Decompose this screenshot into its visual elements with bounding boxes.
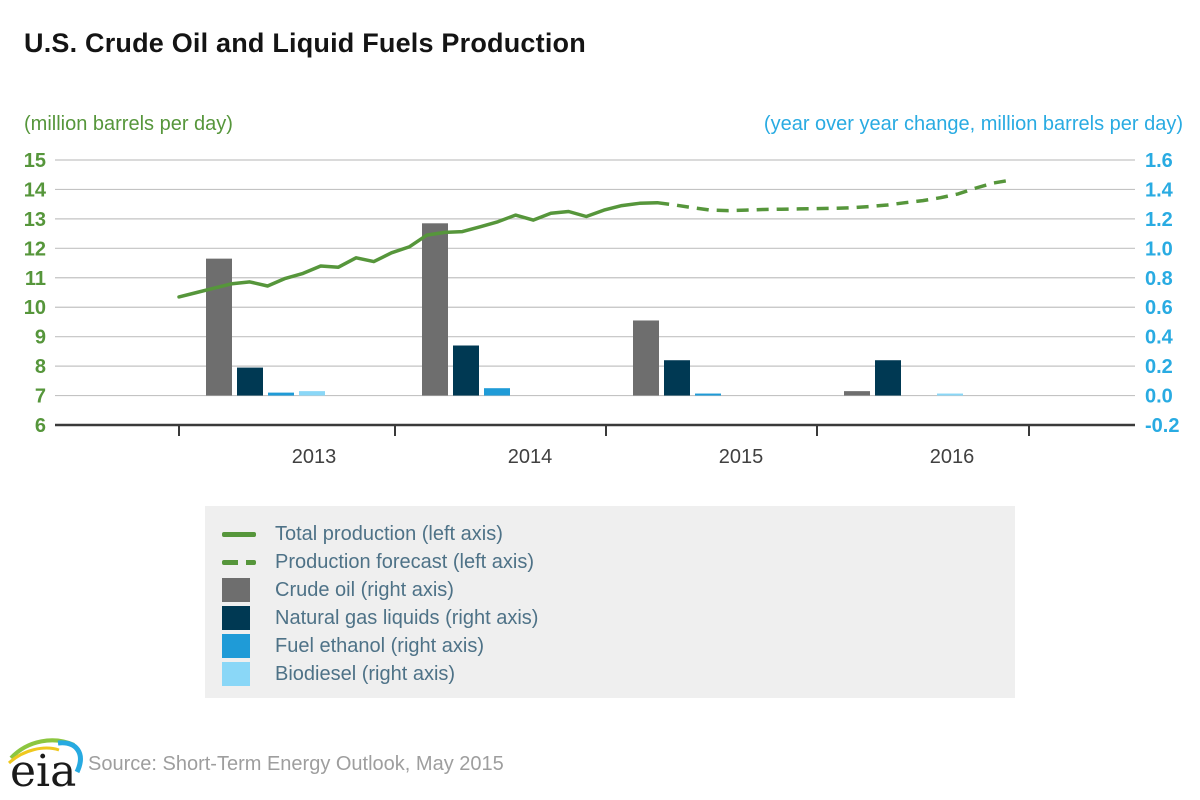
right-axis-tick-label: 0.0: [1145, 386, 1173, 408]
right-axis-tick-label: 1.6: [1145, 150, 1173, 172]
right-axis-tick-label: -0.2: [1145, 415, 1179, 437]
legend-item: Total production (left axis): [205, 520, 1015, 548]
line-solid-swatch: [222, 531, 256, 537]
x-axis-year-label: 2013: [292, 446, 337, 468]
left-axis-tick-label: 7: [35, 386, 46, 408]
legend-label: Fuel ethanol (right axis): [275, 634, 484, 657]
line-dashed-swatch: [222, 559, 256, 565]
bar-crude_gray-2014: [422, 223, 448, 396]
source-caption: Source: Short-Term Energy Outlook, May 2…: [88, 753, 504, 775]
left-axis-tick-label: 11: [25, 268, 46, 290]
right-axis-tick-label: 0.2: [1145, 356, 1173, 378]
left-axis-tick-label: 12: [24, 238, 46, 260]
rect-swatch: [222, 662, 250, 686]
page-title: U.S. Crude Oil and Liquid Fuels Producti…: [24, 28, 586, 58]
x-axis-year-label: 2014: [508, 446, 553, 468]
bar-ngl_navy-2016: [875, 360, 901, 396]
left-axis-tick-label: 15: [24, 150, 46, 172]
legend-swatch-biodiesel_sky-icon: [222, 662, 258, 686]
logo-blue-swoosh-icon: [57, 740, 83, 774]
x-axis-year-label: 2016: [930, 446, 975, 468]
legend-label: Production forecast (left axis): [275, 550, 534, 573]
bar-ngl_navy-2015: [664, 360, 690, 396]
eia-logo: eia: [7, 738, 83, 794]
rect-swatch: [222, 578, 250, 602]
legend-label: Natural gas liquids (right axis): [275, 606, 539, 629]
right-axis-unit-label: (year over year change, million barrels …: [763, 113, 1183, 135]
bar-crude_gray-2015: [633, 320, 659, 396]
legend-swatch-line_green-icon: [222, 531, 258, 537]
left-axis-tick-label: 10: [24, 297, 46, 319]
left-axis-tick-label: 14: [24, 179, 47, 201]
rect-swatch: [222, 634, 250, 658]
bar-crude_gray-2013: [206, 258, 232, 396]
legend-swatch-ethanol_blue-icon: [222, 634, 258, 658]
bar-biodiesel_sky-2016: [937, 393, 963, 396]
left-axis-tick-label: 6: [35, 415, 46, 437]
rect-swatch: [222, 606, 250, 630]
bar-ngl_navy-2013: [237, 367, 263, 396]
production-forecast-line: [656, 178, 1012, 213]
legend-item: Crude oil (right axis): [205, 576, 1015, 604]
logo-text: eia: [10, 746, 76, 794]
legend-swatch-line_green-icon: [222, 559, 258, 565]
legend-item: Natural gas liquids (right axis): [205, 604, 1015, 632]
legend-swatch-ngl_navy-icon: [222, 606, 258, 630]
legend-swatch-crude_gray-icon: [222, 578, 258, 602]
legend-item: Production forecast (left axis): [205, 548, 1015, 576]
right-axis-tick-label: 0.4: [1145, 327, 1174, 349]
left-axis-tick-label: 9: [35, 327, 46, 349]
bar-ethanol_blue-2014: [484, 388, 510, 396]
right-axis-tick-label: 1.0: [1145, 238, 1173, 260]
right-axis-tick-label: 1.4: [1145, 179, 1174, 201]
bar-ethanol_blue-2015: [695, 393, 721, 396]
legend-label: Crude oil (right axis): [275, 578, 454, 601]
right-axis-tick-label: 1.2: [1145, 209, 1173, 231]
right-axis-tick-label: 0.8: [1145, 268, 1173, 290]
bar-crude_gray-2016: [844, 391, 870, 396]
legend-item: Biodiesel (right axis): [205, 660, 1015, 688]
left-axis-tick-label: 13: [24, 209, 46, 231]
left-axis-unit-label: (million barrels per day): [24, 113, 233, 135]
bar-ethanol_blue-2013: [268, 392, 294, 396]
legend-label: Total production (left axis): [275, 522, 503, 545]
bar-ngl_navy-2014: [453, 345, 479, 396]
bar-biodiesel_sky-2013: [299, 391, 325, 396]
logo-gold-swoosh-icon: [7, 746, 60, 765]
left-axis-tick-label: 8: [35, 356, 46, 378]
legend-item: Fuel ethanol (right axis): [205, 632, 1015, 660]
total-production-line: [177, 200, 659, 299]
x-axis-year-label: 2015: [719, 446, 764, 468]
legend-label: Biodiesel (right axis): [275, 662, 456, 685]
chart-legend: Total production (left axis) Production f…: [205, 506, 1015, 698]
right-axis-tick-label: 0.6: [1145, 297, 1173, 319]
